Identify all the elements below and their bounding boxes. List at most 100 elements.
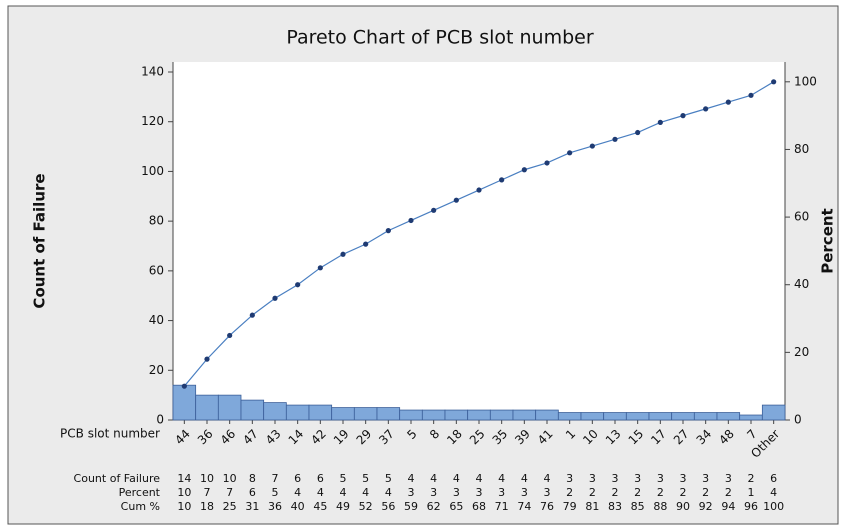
table-cell: 6 <box>249 486 256 499</box>
cum-point <box>567 150 573 156</box>
table-cell: 3 <box>498 486 505 499</box>
table-cell: 10 <box>177 486 191 499</box>
table-cell: 2 <box>589 486 596 499</box>
table-cell: 3 <box>430 486 437 499</box>
cum-point <box>725 99 731 105</box>
table-cell: 4 <box>362 486 369 499</box>
table-cell: 100 <box>763 500 784 513</box>
table-cell: 88 <box>653 500 667 513</box>
x-axis-label: PCB slot number <box>60 427 160 441</box>
table-cell: 10 <box>223 472 237 485</box>
bar <box>421 409 446 421</box>
table-cell: 49 <box>336 500 350 513</box>
bar <box>399 409 423 421</box>
y-tick-label: 40 <box>149 313 164 327</box>
table-cell: 6 <box>317 472 324 485</box>
table-cell: 3 <box>725 472 732 485</box>
bar <box>625 412 650 421</box>
table-cell: 2 <box>680 486 687 499</box>
chart-title: Pareto Chart of PCB slot number <box>286 27 593 49</box>
table-cell: 3 <box>453 486 460 499</box>
bar <box>263 402 287 421</box>
table-cell: 10 <box>177 500 191 513</box>
bar <box>693 412 718 421</box>
y-tick-label: 140 <box>141 65 164 79</box>
table-cell: 79 <box>563 500 577 513</box>
cum-point <box>340 251 346 257</box>
cum-point <box>408 217 414 224</box>
bar <box>285 404 310 421</box>
row-label: Cum % <box>121 500 160 513</box>
table-cell: 18 <box>200 500 214 513</box>
table-cell: 10 <box>200 472 214 485</box>
table-cell: 2 <box>748 472 755 485</box>
bar <box>648 412 673 421</box>
table-cell: 45 <box>313 500 327 513</box>
table-cell: 3 <box>634 472 641 485</box>
bar <box>444 409 469 421</box>
table-cell: 5 <box>385 472 392 485</box>
bar <box>716 412 741 421</box>
bar <box>761 404 786 421</box>
table-cell: 25 <box>223 500 237 513</box>
table-cell: 3 <box>544 486 551 499</box>
cum-point <box>204 356 210 362</box>
table-cell: 81 <box>585 500 599 513</box>
cum-point <box>363 241 369 247</box>
cum-point <box>181 383 187 389</box>
table-cell: 7 <box>272 472 279 485</box>
table-cell: 4 <box>340 486 347 499</box>
cum-point <box>703 106 709 112</box>
table-cell: 1 <box>748 486 755 499</box>
bar <box>603 412 627 421</box>
table-cell: 3 <box>408 486 415 499</box>
table-cell: 4 <box>476 472 483 485</box>
table-cell: 4 <box>294 486 301 499</box>
table-cell: 2 <box>612 486 619 499</box>
table-cell: 3 <box>612 472 619 485</box>
cum-point <box>476 187 482 193</box>
y2-tick-label: 0 <box>794 413 802 427</box>
table-cell: 4 <box>544 472 551 485</box>
bar <box>217 394 242 421</box>
table-cell: 3 <box>680 472 687 485</box>
bar <box>331 407 355 421</box>
table-cell: 5 <box>340 472 347 485</box>
y2-tick-label: 60 <box>794 210 809 224</box>
y-tick-label: 60 <box>149 263 164 277</box>
table-cell: 3 <box>702 472 709 485</box>
cum-point <box>431 207 437 213</box>
table-cell: 68 <box>472 500 486 513</box>
y2-tick-label: 100 <box>794 74 817 88</box>
table-cell: 7 <box>226 486 233 499</box>
table-cell: 3 <box>521 486 528 499</box>
bar <box>172 384 197 421</box>
table-cell: 31 <box>245 500 259 513</box>
y2-axis-label: Percent <box>819 208 837 273</box>
y2-tick-label: 20 <box>794 345 809 359</box>
cum-point <box>771 79 777 85</box>
bar <box>580 412 605 421</box>
table-cell: 90 <box>676 500 690 513</box>
table-cell: 2 <box>634 486 641 499</box>
table-cell: 71 <box>495 500 509 513</box>
table-cell: 5 <box>272 486 279 499</box>
y-tick-label: 20 <box>149 363 164 377</box>
cum-point <box>680 113 686 119</box>
table-cell: 4 <box>317 486 324 499</box>
table-cell: 8 <box>249 472 256 485</box>
bar <box>308 404 333 421</box>
cum-point <box>272 295 278 301</box>
cum-point <box>385 228 391 234</box>
table-cell: 4 <box>453 472 460 485</box>
table-cell: 4 <box>408 472 415 485</box>
y-axis-label: Count of Failure <box>31 173 49 308</box>
table-cell: 96 <box>744 500 758 513</box>
table-cell: 85 <box>631 500 645 513</box>
cum-point <box>249 312 255 318</box>
table-cell: 65 <box>449 500 463 513</box>
table-cell: 4 <box>430 472 437 485</box>
table-cell: 14 <box>177 472 191 485</box>
table-cell: 4 <box>385 486 392 499</box>
